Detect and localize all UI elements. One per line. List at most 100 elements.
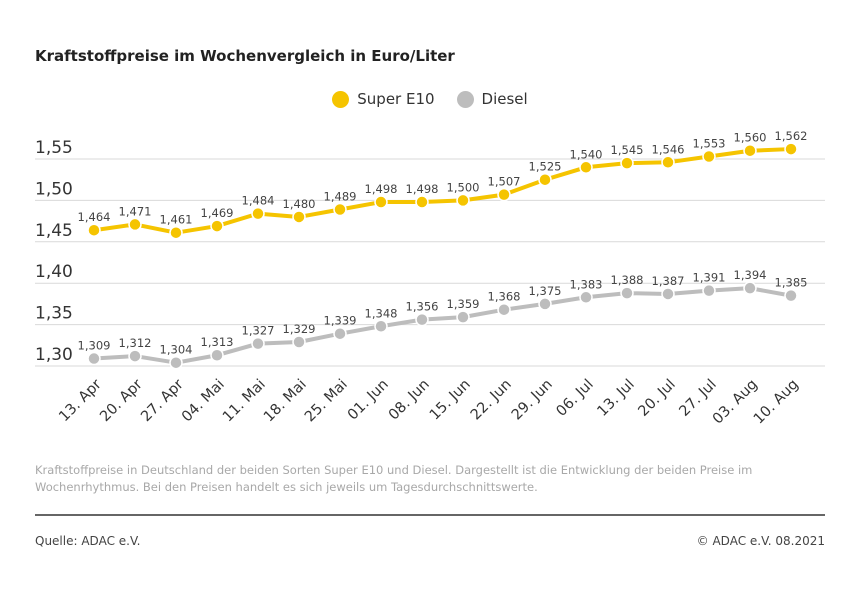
data-label-super-e10: 1,498 <box>365 182 398 196</box>
data-point-super-e10 <box>620 156 634 170</box>
data-point-diesel <box>743 281 757 295</box>
y-tick-label: 1,45 <box>35 221 73 241</box>
data-label-super-e10: 1,560 <box>734 131 767 145</box>
data-label-diesel: 1,348 <box>365 306 398 320</box>
data-label-diesel: 1,304 <box>160 343 193 357</box>
data-point-diesel <box>210 348 224 362</box>
data-point-diesel <box>579 290 593 305</box>
x-tick-label: 04. Mai <box>179 377 228 426</box>
data-label-super-e10: 1,471 <box>119 204 152 218</box>
data-label-super-e10: 1,562 <box>775 129 808 143</box>
data-label-super-e10: 1,553 <box>693 137 726 151</box>
data-point-super-e10 <box>415 195 429 209</box>
data-point-super-e10 <box>87 223 101 237</box>
x-tick-label: 20. Apr <box>97 376 146 425</box>
series-line-diesel <box>93 286 792 365</box>
x-tick-label: 18. Mai <box>261 377 310 426</box>
data-point-diesel <box>456 310 470 324</box>
data-point-diesel <box>620 286 634 300</box>
data-point-diesel <box>87 351 101 366</box>
data-label-super-e10: 1,525 <box>529 160 562 174</box>
x-tick-label: 06. Jul <box>554 377 597 420</box>
chart-title: Kraftstoffpreise im Wochenvergleich in E… <box>35 47 455 65</box>
divider <box>35 514 825 516</box>
data-label-super-e10: 1,461 <box>160 213 193 227</box>
legend-marker-super-e10 <box>332 90 350 108</box>
data-point-super-e10 <box>456 193 470 208</box>
y-tick-label: 1,35 <box>35 304 73 324</box>
x-tick-label: 15. Jun <box>427 377 474 424</box>
data-point-super-e10 <box>661 155 675 170</box>
data-point-diesel <box>374 319 388 334</box>
x-tick-label: 25. Mai <box>302 377 351 426</box>
data-label-super-e10: 1,498 <box>406 182 439 196</box>
data-label-super-e10: 1,500 <box>447 180 480 194</box>
x-tick-label: 01. Jun <box>345 377 392 424</box>
data-point-diesel <box>415 312 429 327</box>
copyright-label: © ADAC e.V. 08.2021 <box>696 534 825 548</box>
legend-label-diesel: Diesel <box>481 90 528 108</box>
data-label-diesel: 1,313 <box>201 335 234 349</box>
data-point-super-e10 <box>128 217 142 232</box>
data-label-diesel: 1,329 <box>283 322 316 336</box>
data-label-diesel: 1,394 <box>734 268 767 282</box>
data-point-super-e10 <box>210 219 224 233</box>
x-tick-label: 20. Jul <box>636 377 679 420</box>
x-tick-label: 03. Aug <box>710 377 761 428</box>
y-tick-label: 1,40 <box>35 262 73 282</box>
footnote: Kraftstoffpreise in Deutschland der beid… <box>35 463 753 494</box>
data-point-diesel <box>497 302 511 317</box>
data-point-diesel <box>661 287 675 301</box>
data-label-diesel: 1,391 <box>693 271 726 285</box>
series-line-super-e10 <box>93 147 792 235</box>
data-label-diesel: 1,359 <box>447 297 480 311</box>
data-label-diesel: 1,375 <box>529 284 562 298</box>
source-label: Quelle: ADAC e.V. <box>35 534 141 548</box>
data-label-diesel: 1,383 <box>570 277 603 291</box>
legend-label-super-e10: Super E10 <box>357 90 435 108</box>
data-point-super-e10 <box>333 202 347 217</box>
x-tick-label: 11. Mai <box>220 377 269 426</box>
data-point-diesel <box>251 336 265 351</box>
x-tick-label: 10. Aug <box>751 377 802 428</box>
data-label-super-e10: 1,545 <box>611 143 644 157</box>
data-label-diesel: 1,388 <box>611 273 644 287</box>
data-point-super-e10 <box>743 143 757 158</box>
y-tick-label: 1,55 <box>35 138 73 158</box>
legend-item-diesel: Diesel <box>456 90 528 108</box>
data-point-diesel <box>169 355 183 370</box>
data-point-super-e10 <box>538 172 552 187</box>
data-point-diesel <box>784 288 798 303</box>
x-tick-label: 29. Jun <box>509 377 556 424</box>
x-tick-label: 13. Jul <box>595 377 638 420</box>
x-tick-label: 27. Apr <box>138 376 187 425</box>
data-point-super-e10 <box>579 160 593 175</box>
x-tick-label: 08. Jun <box>386 377 433 424</box>
legend-item-super-e10: Super E10 <box>332 90 435 108</box>
data-label-diesel: 1,387 <box>652 274 685 288</box>
data-point-diesel <box>702 283 716 298</box>
legend: Super E10 Diesel <box>0 90 860 108</box>
data-label-diesel: 1,312 <box>119 336 152 350</box>
data-point-super-e10 <box>374 195 388 209</box>
y-tick-label: 1,30 <box>35 345 73 365</box>
data-label-super-e10: 1,480 <box>283 197 316 211</box>
data-label-super-e10: 1,489 <box>324 190 357 204</box>
x-tick-label: 22. Jun <box>468 377 515 424</box>
data-label-super-e10: 1,484 <box>242 194 275 208</box>
data-label-diesel: 1,385 <box>775 276 808 290</box>
x-tick-label: 13. Apr <box>56 376 105 425</box>
data-label-super-e10: 1,464 <box>78 210 111 224</box>
data-point-super-e10 <box>169 225 183 240</box>
data-label-super-e10: 1,469 <box>201 206 234 220</box>
data-point-super-e10 <box>292 210 306 224</box>
data-point-diesel <box>292 335 306 349</box>
data-point-diesel <box>538 297 552 311</box>
data-point-super-e10 <box>497 187 511 202</box>
data-point-super-e10 <box>251 206 265 221</box>
data-label-diesel: 1,327 <box>242 324 275 338</box>
data-point-super-e10 <box>784 142 798 156</box>
y-tick-label: 1,50 <box>35 179 73 199</box>
data-label-super-e10: 1,540 <box>570 147 603 161</box>
